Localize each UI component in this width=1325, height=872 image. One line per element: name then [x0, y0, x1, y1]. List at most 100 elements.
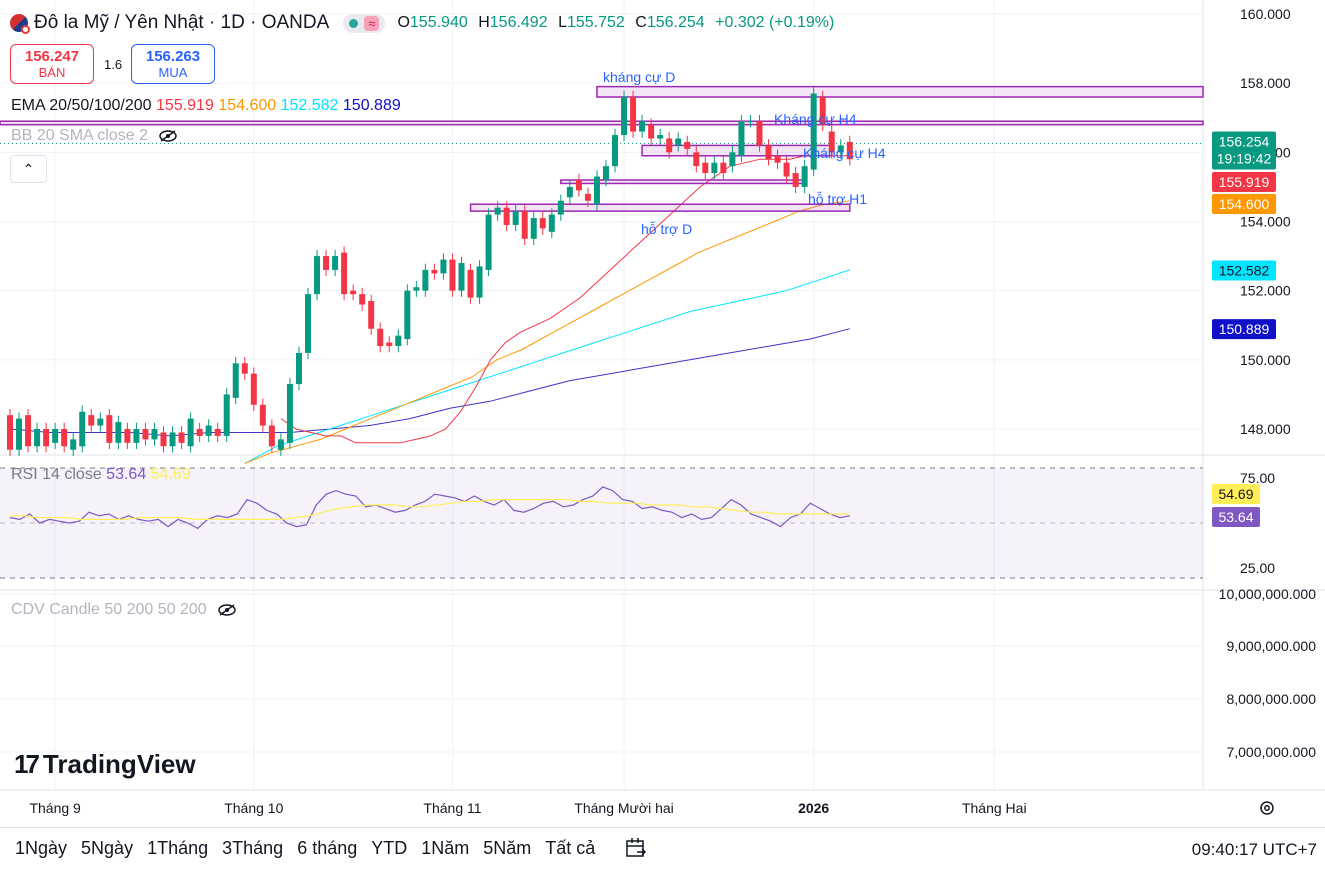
candle-body: [43, 429, 50, 447]
ema20-value: 155.919: [156, 97, 214, 114]
candle-body: [584, 193, 591, 201]
cdv-legend-name: CDV Candle 50 200 50 200: [11, 601, 207, 618]
time-tick-label: Tháng 9: [29, 800, 81, 816]
range-ytd[interactable]: YTD: [371, 838, 408, 858]
candle-body: [666, 138, 673, 153]
rsi-legend[interactable]: RSI 14 close 53.64 54.69: [11, 466, 191, 484]
candle-body: [593, 176, 600, 205]
symbol-title[interactable]: Đô la Mỹ / Yên Nhật · 1D · OANDA: [34, 12, 330, 33]
time-tick-label: Tháng Mười hai: [574, 800, 673, 816]
candle-body: [765, 145, 772, 160]
candle-body: [133, 429, 140, 443]
time-tick-label: 2026: [798, 800, 829, 816]
price-badge-label: 150.889: [1219, 321, 1270, 337]
eye-hidden-icon[interactable]: [158, 130, 178, 142]
candle-body: [151, 429, 158, 440]
price-badge: [1212, 319, 1276, 340]
candle-body: [395, 335, 402, 346]
price-tick-label: 150.000: [1240, 352, 1291, 368]
price-badge: [1212, 194, 1276, 214]
timezone-clock[interactable]: 09:40:17 UTC+7: [1191, 840, 1317, 859]
candle-body: [801, 166, 808, 187]
eye-hidden-icon[interactable]: [217, 604, 237, 616]
time-tick-label: Tháng 11: [423, 800, 481, 816]
zone-label: hỗ trợ H1: [808, 191, 867, 207]
candle-body: [747, 121, 754, 123]
candle-body: [819, 97, 826, 125]
bb-legend[interactable]: BB 20 SMA close 2: [11, 127, 178, 145]
buy-button[interactable]: 156.263 MUA: [131, 44, 215, 84]
rsi-badge: [1212, 484, 1260, 504]
candle-body: [485, 214, 492, 270]
candle-body: [602, 166, 609, 180]
sell-button[interactable]: 156.247 BÁN: [10, 44, 94, 84]
candle-body: [160, 432, 167, 447]
candle-body: [268, 425, 275, 447]
zone-label: kháng cự D: [603, 69, 675, 85]
price-badge: [1212, 131, 1276, 170]
candle-body: [88, 415, 95, 426]
bottom-toolbar: 1Ngày 5Ngày 1Tháng 3Tháng 6 tháng YTD 1N…: [0, 827, 1325, 872]
range-3m[interactable]: 3Tháng: [222, 838, 284, 858]
zone-rect: [0, 120, 1204, 126]
market-open-icon: [349, 18, 359, 28]
collapse-legend-button[interactable]: ⌃: [10, 155, 47, 183]
zone-label: hỗ trợ D: [641, 221, 692, 237]
usd-jpy-flag-icon: [10, 14, 30, 34]
ema20-line: [280, 155, 850, 444]
rsi-ma-value: 54.69: [150, 466, 191, 483]
candle-body: [359, 294, 366, 305]
range-1m[interactable]: 1Tháng: [147, 838, 209, 858]
candle-body: [684, 141, 691, 149]
candle-body: [142, 429, 149, 440]
candle-body: [566, 186, 573, 198]
candle-body: [332, 256, 339, 270]
price-badge-label: 156.254: [1219, 134, 1270, 150]
candle-body: [639, 121, 646, 132]
candle-body: [413, 287, 420, 291]
rsi-ma-line: [10, 499, 850, 521]
candle-body: [720, 162, 727, 174]
candle-body: [783, 162, 790, 177]
rsi-line: [9, 486, 850, 530]
market-status[interactable]: ≈: [343, 13, 386, 33]
candle-body: [97, 418, 104, 426]
cdv-tick-label: 10,000,000.000: [1219, 586, 1317, 602]
range-5d[interactable]: 5Ngày: [81, 838, 134, 858]
price-badge-countdown: 19:19:42: [1217, 151, 1272, 167]
zone-rect: [596, 85, 1204, 98]
candle-body: [241, 363, 248, 374]
calendar-goto-icon[interactable]: [624, 836, 648, 860]
candle-body: [16, 418, 23, 450]
candle-body: [548, 214, 555, 232]
candle-body: [440, 259, 447, 274]
candle-body: [314, 256, 321, 295]
range-5y[interactable]: 5Năm: [483, 838, 532, 858]
candle-body: [304, 294, 311, 353]
ema50-line: [244, 200, 850, 465]
candle-body: [702, 162, 709, 174]
candle-body: [828, 131, 835, 153]
price-tick-label: 158.000: [1240, 75, 1291, 91]
settings-gear-icon[interactable]: [1258, 799, 1276, 817]
range-1y[interactable]: 1Năm: [421, 838, 470, 858]
candle-body: [846, 141, 853, 160]
candle-body: [621, 97, 628, 136]
range-1d[interactable]: 1Ngày: [15, 838, 68, 858]
cdv-legend[interactable]: CDV Candle 50 200 50 200: [11, 601, 237, 619]
buy-price: 156.263: [145, 48, 201, 65]
candle-body: [738, 121, 745, 156]
rsi-tick-label: 75.00: [1240, 470, 1275, 486]
price-chart-canvas[interactable]: kháng cự D Kháng cự H4 Kháng cự H4 hỗ trợ H…: [0, 0, 1325, 827]
range-all[interactable]: Tất cả: [545, 838, 596, 858]
time-tick-label: Tháng Hai: [962, 800, 1027, 816]
ema50-value: 154.600: [218, 97, 277, 114]
candle-body: [467, 269, 474, 298]
range-6m[interactable]: 6 tháng: [297, 838, 358, 858]
ema-legend[interactable]: EMA 20/50/100/200 155.919 154.600 152.58…: [11, 97, 401, 115]
rsi-badge-label: 54.69: [1218, 486, 1253, 502]
price-badge: [1212, 260, 1276, 281]
candle-body: [386, 342, 393, 346]
tradingview-logo[interactable]: 17 TradingView: [14, 749, 196, 780]
time-tick-label: Tháng 10: [224, 800, 283, 816]
